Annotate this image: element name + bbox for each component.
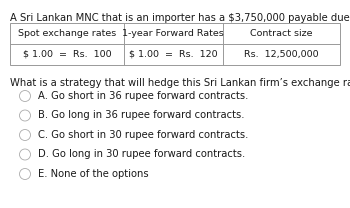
Text: 1-year Forward Rates: 1-year Forward Rates <box>122 29 224 38</box>
Text: $ 1.00  =  Rs.  120: $ 1.00 = Rs. 120 <box>129 50 218 59</box>
Bar <box>10 23 340 65</box>
Text: E. None of the options: E. None of the options <box>38 169 149 179</box>
Text: A Sri Lankan MNC that is an importer has a $3,750,000 payable due in one year.: A Sri Lankan MNC that is an importer has… <box>10 13 350 23</box>
Text: What is a strategy that will hedge this Sri Lankan firm’s exchange rate risk?: What is a strategy that will hedge this … <box>10 78 350 88</box>
Text: B. Go long in 36 rupee forward contracts.: B. Go long in 36 rupee forward contracts… <box>38 110 245 120</box>
Text: $ 1.00  =  Rs.  100: $ 1.00 = Rs. 100 <box>23 50 111 59</box>
Text: D. Go long in 30 rupee forward contracts.: D. Go long in 30 rupee forward contracts… <box>38 150 245 160</box>
Text: Rs.  12,500,000: Rs. 12,500,000 <box>244 50 319 59</box>
Text: Contract size: Contract size <box>250 29 313 38</box>
Text: C. Go short in 30 rupee forward contracts.: C. Go short in 30 rupee forward contract… <box>38 130 248 140</box>
Text: A. Go short in 36 rupee forward contracts.: A. Go short in 36 rupee forward contract… <box>38 91 248 101</box>
Text: Spot exchange rates: Spot exchange rates <box>18 29 116 38</box>
